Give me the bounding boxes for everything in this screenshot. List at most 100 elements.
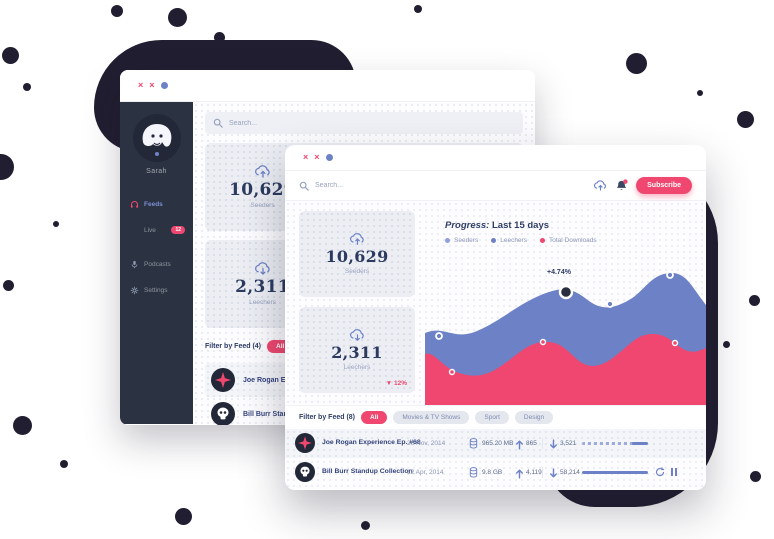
filter-label: Filter by Feed (4) — [205, 343, 262, 350]
progress-fill — [582, 471, 648, 474]
stat-label: Seeders — [250, 202, 275, 209]
podcast-avatar — [211, 402, 235, 425]
search-icon — [299, 181, 309, 191]
decorative-dot — [168, 8, 187, 27]
torrent-size: 9.8 GB — [482, 469, 503, 476]
decorative-dot — [414, 5, 422, 13]
subscribe-button[interactable]: Subscribe — [636, 177, 692, 194]
bell-icon[interactable] — [615, 179, 628, 192]
window-close-icon[interactable]: × — [138, 80, 144, 90]
decorative-dot — [111, 5, 123, 17]
window-minimize-icon[interactable] — [160, 82, 168, 89]
search-input[interactable] — [229, 119, 349, 127]
window-close-icon[interactable]: × — [303, 152, 309, 162]
stat-value: 10,629 — [229, 180, 296, 200]
podcast-avatar — [211, 368, 235, 392]
cloud-upload-icon — [254, 165, 270, 178]
download-count: 3,521 — [560, 440, 577, 447]
torrent-row[interactable]: Bill Burr Standup Collection 12 Apr, 201… — [285, 458, 706, 487]
stat-value: 2,311 — [235, 277, 290, 297]
disk-size-icon — [469, 467, 478, 478]
chart-title-prefix: Progress: — [445, 220, 490, 231]
cloud-download-icon — [254, 262, 270, 275]
sidebar: Sarah Feeds Live 12 — [120, 102, 193, 424]
decorative-dot — [3, 280, 14, 291]
search-input[interactable] — [315, 182, 435, 189]
data-point-marker[interactable] — [671, 339, 679, 347]
legend-item-leechers[interactable]: Leechers — [491, 237, 527, 244]
user-name: Sarah — [146, 168, 167, 175]
refresh-icon[interactable] — [655, 467, 665, 477]
search-bar[interactable] — [299, 181, 435, 191]
microphone-icon — [131, 260, 138, 268]
downloads-area — [425, 334, 706, 405]
sidebar-item-settings[interactable]: Settings — [120, 277, 193, 303]
user-avatar[interactable] — [132, 114, 181, 162]
podcast-avatar — [295, 433, 315, 453]
decorative-dot — [697, 90, 703, 96]
toolbar: Subscribe — [285, 171, 706, 201]
filter-pill-design[interactable]: Design — [514, 411, 554, 424]
stat-value: 10,629 — [325, 247, 389, 266]
sidebar-item-label: Live — [144, 226, 156, 234]
stat-delta: ▼ 12% — [385, 380, 407, 387]
data-point-marker[interactable] — [539, 338, 547, 346]
legend-item-seeders[interactable]: Seeders — [445, 237, 478, 244]
data-point-marker[interactable] — [448, 368, 456, 376]
filter-pill-sport[interactable]: Sport — [475, 411, 509, 424]
headphones-icon — [130, 200, 139, 208]
legend-dot — [491, 238, 497, 243]
upload-arrow-icon — [516, 469, 523, 479]
highlighted-data-point[interactable] — [558, 284, 574, 300]
decorative-dot — [60, 460, 68, 468]
torrent-row[interactable]: Joe Rogan Experience Ep. #68 26 Nov, 201… — [285, 429, 706, 458]
window-close-icon[interactable]: × — [149, 80, 155, 90]
front-window: × × Subscribe — [285, 145, 706, 490]
filter-label: Filter by Feed (8) — [299, 414, 356, 421]
upload-count: 865 — [526, 440, 537, 447]
window-minimize-icon[interactable] — [325, 154, 333, 161]
legend-item-total-downloads[interactable]: Total Downloads — [539, 237, 597, 244]
filter-pill-all[interactable]: All — [361, 411, 388, 424]
podcast-avatar — [295, 462, 315, 482]
data-point-marker[interactable] — [666, 271, 674, 279]
decorative-dot — [626, 53, 647, 74]
filter-pill-movies[interactable]: Movies & TV Shows — [393, 411, 470, 424]
stat-label: Leechers — [343, 364, 371, 371]
stat-label: Seeders — [344, 268, 370, 275]
torrent-date: 12 Apr, 2014 — [407, 469, 444, 476]
progress-chart: Progress: Last 15 days Seeders Leechers … — [425, 209, 706, 409]
notification-badge: 12 — [171, 226, 185, 234]
progress-bar — [582, 442, 648, 445]
decorative-dot — [13, 416, 32, 435]
decorative-dot — [750, 471, 761, 482]
sidebar-item-live[interactable]: Live 12 — [120, 217, 193, 243]
decorative-dot — [361, 521, 370, 530]
sidebar-item-podcasts[interactable]: Podcasts — [120, 251, 193, 277]
data-point-marker[interactable] — [435, 332, 443, 340]
chart-annotation: +4.74% — [547, 269, 571, 276]
pause-icon[interactable] — [671, 468, 677, 476]
window-close-icon[interactable]: × — [314, 152, 320, 162]
divider — [542, 438, 543, 449]
cloud-download-icon — [349, 329, 364, 341]
front-main-area: 10,629 Seeders 2,311 Leechers ▼ 12% Prog… — [285, 201, 706, 489]
download-arrow-icon — [550, 439, 557, 449]
window-titlebar: × × — [285, 145, 706, 171]
decorative-dot — [175, 508, 192, 525]
cloud-upload-icon — [349, 233, 364, 245]
cloud-upload-icon[interactable] — [594, 179, 607, 192]
upload-count: 4,119 — [526, 469, 542, 476]
chart-title-range: Last 15 days — [492, 220, 550, 231]
data-point-marker[interactable] — [606, 300, 614, 308]
chart-title: Progress: Last 15 days — [425, 209, 706, 231]
sidebar-item-label: Podcasts — [144, 260, 171, 268]
search-bar[interactable] — [205, 112, 523, 134]
decorative-dot — [737, 111, 754, 128]
stat-card-leechers: 2,311 Leechers ▼ 12% — [299, 307, 415, 393]
sidebar-item-feeds[interactable]: Feeds — [120, 191, 193, 217]
legend-dot — [445, 238, 450, 243]
divider — [542, 467, 543, 478]
stat-label: Leechers — [249, 299, 276, 306]
